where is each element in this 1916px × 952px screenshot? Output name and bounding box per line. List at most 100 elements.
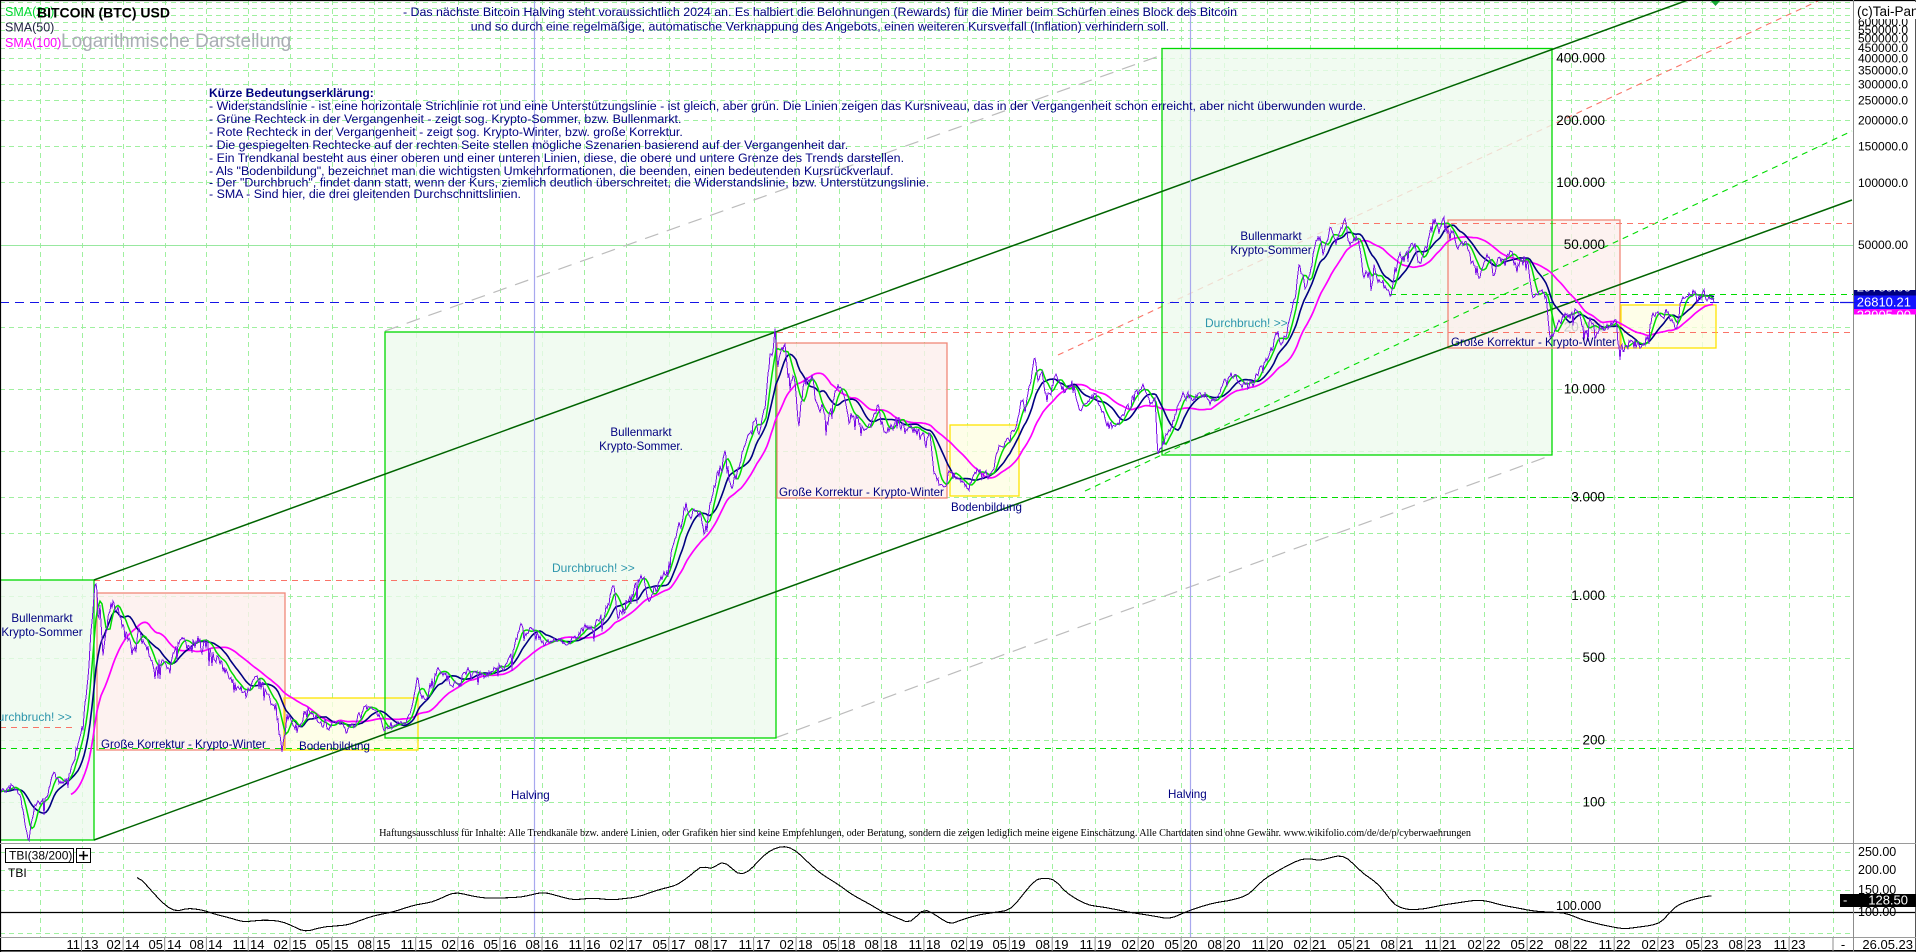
- svg-text:08: 08: [1729, 937, 1743, 952]
- svg-text:Große Korrektur - Krypto-Winte: Große Korrektur - Krypto-Winter: [779, 486, 944, 499]
- svg-text:15: 15: [334, 937, 348, 952]
- svg-text:Bullenmarkt: Bullenmarkt: [11, 612, 73, 625]
- svg-text:16: 16: [460, 937, 474, 952]
- svg-text:Krypto-Sommer.: Krypto-Sommer.: [599, 440, 683, 453]
- svg-text:05: 05: [484, 937, 498, 952]
- svg-text:Durchbruch! >>: Durchbruch! >>: [552, 561, 635, 575]
- svg-text:11: 11: [233, 937, 247, 952]
- svg-text:11: 11: [401, 937, 415, 952]
- svg-text:05: 05: [823, 937, 837, 952]
- svg-text:02: 02: [951, 937, 965, 952]
- svg-text:11: 11: [1425, 937, 1439, 952]
- svg-text:11: 11: [739, 937, 753, 952]
- svg-text:100: 100: [1582, 795, 1605, 810]
- svg-text:05: 05: [1511, 937, 1525, 952]
- svg-text:Kürze Bedeutungserklärung:: Kürze Bedeutungserklärung:: [209, 86, 374, 100]
- svg-text:550000.0: 550000.0: [1858, 23, 1908, 37]
- svg-text:19: 19: [969, 937, 983, 952]
- svg-text:- Das nächste Bitcoin Halving: - Das nächste Bitcoin Halving steht vora…: [403, 5, 1237, 19]
- svg-text:18: 18: [841, 937, 855, 952]
- svg-text:08: 08: [190, 937, 204, 952]
- svg-text:200.000: 200.000: [1556, 113, 1605, 128]
- svg-text:15: 15: [376, 937, 390, 952]
- svg-text:23: 23: [1660, 937, 1674, 952]
- svg-text:300000.0: 300000.0: [1858, 77, 1908, 91]
- svg-text:08: 08: [1208, 937, 1222, 952]
- svg-text:23905.00: 23905.00: [1857, 308, 1911, 323]
- svg-text:250.00: 250.00: [1858, 845, 1896, 859]
- svg-text:Halving: Halving: [511, 789, 550, 802]
- svg-text:Bodenbildung: Bodenbildung: [951, 501, 1022, 514]
- svg-text:20: 20: [1140, 937, 1154, 952]
- svg-text:08: 08: [1555, 937, 1569, 952]
- svg-text:- Der "Durchbruch", findet dan: - Der "Durchbruch", findet dann statt, w…: [209, 176, 929, 190]
- svg-text:21: 21: [1442, 937, 1456, 952]
- svg-text:18: 18: [883, 937, 897, 952]
- svg-text:Bullenmarkt: Bullenmarkt: [610, 426, 672, 439]
- svg-text:Große Korrektur - Krypto-Winte: Große Korrektur - Krypto-Winter: [1451, 336, 1616, 349]
- svg-text:150.00: 150.00: [1858, 883, 1896, 897]
- svg-text:50.000: 50.000: [1564, 237, 1605, 252]
- svg-text:11: 11: [909, 937, 923, 952]
- svg-text:128.50: 128.50: [1868, 893, 1908, 908]
- svg-text:11: 11: [1774, 937, 1788, 952]
- svg-text:23: 23: [1704, 937, 1718, 952]
- svg-text:TBI: TBI: [8, 866, 27, 880]
- svg-text:14: 14: [208, 937, 222, 952]
- svg-text:Halving: Halving: [1168, 788, 1207, 801]
- svg-text:(c)Tai-Pan: (c)Tai-Pan: [1857, 4, 1916, 19]
- svg-text:02: 02: [274, 937, 288, 952]
- svg-text:500: 500: [1582, 650, 1605, 665]
- svg-text:11: 11: [1252, 937, 1266, 952]
- svg-text:26810.21: 26810.21: [1857, 295, 1911, 310]
- svg-text:29780.00: 29780.00: [1857, 280, 1911, 295]
- svg-text:05: 05: [993, 937, 1007, 952]
- svg-text:22: 22: [1616, 937, 1630, 952]
- svg-text:20: 20: [1183, 937, 1197, 952]
- svg-text:Logarithmische Darstellung: Logarithmische Darstellung: [61, 31, 291, 52]
- svg-text:16: 16: [502, 937, 516, 952]
- svg-text:Krypto-Sommer: Krypto-Sommer: [1230, 244, 1311, 257]
- svg-text:100000.0: 100000.0: [1858, 176, 1908, 190]
- svg-text:05: 05: [1338, 937, 1352, 952]
- svg-text:21: 21: [1399, 937, 1413, 952]
- svg-text:200.00: 200.00: [1858, 863, 1896, 877]
- svg-text:08: 08: [1381, 937, 1395, 952]
- svg-text:11: 11: [569, 937, 583, 952]
- svg-text:16: 16: [544, 937, 558, 952]
- svg-text:- Die gespiegelten Rechtecke a: - Die gespiegelten Rechtecke auf der rec…: [209, 138, 848, 152]
- svg-text:02: 02: [780, 937, 794, 952]
- svg-text:17: 17: [628, 937, 642, 952]
- svg-text:02: 02: [107, 937, 121, 952]
- svg-text:SMA(100): SMA(100): [5, 36, 61, 50]
- svg-text:17: 17: [671, 937, 685, 952]
- svg-text:100.00: 100.00: [1858, 905, 1896, 919]
- svg-text:02: 02: [442, 937, 456, 952]
- svg-text:-: -: [1843, 893, 1847, 908]
- svg-text:450000.0: 450000.0: [1858, 41, 1908, 55]
- svg-text:200000.0: 200000.0: [1858, 114, 1908, 128]
- svg-text:17: 17: [756, 937, 770, 952]
- svg-text:- Als "Bodenbildung", bezeichn: - Als "Bodenbildung", bezeichnet man die…: [209, 164, 894, 178]
- svg-text:3.000: 3.000: [1571, 490, 1605, 505]
- svg-text:02: 02: [1642, 937, 1656, 952]
- svg-text:TBI(38/200): TBI(38/200): [9, 849, 72, 863]
- svg-text:19: 19: [1097, 937, 1111, 952]
- svg-text:- Rote Rechteck in der Vergang: - Rote Rechteck in der Vergangenheit - z…: [209, 125, 683, 139]
- svg-text:- SMA - Sind hier, die drei gl: - SMA - Sind hier, die drei gleitenden D…: [209, 187, 521, 201]
- svg-text:Bodenbildung: Bodenbildung: [299, 740, 370, 753]
- svg-text:11: 11: [1080, 937, 1094, 952]
- svg-text:- Widerstandslinie - ist eine: - Widerstandslinie - ist eine horizontal…: [209, 99, 1366, 113]
- svg-text:08: 08: [358, 937, 372, 952]
- svg-text:BITCOIN (BTC) USD: BITCOIN (BTC) USD: [37, 5, 170, 21]
- svg-text:10.000: 10.000: [1564, 382, 1605, 397]
- svg-text:02: 02: [1468, 937, 1482, 952]
- svg-text:05: 05: [1165, 937, 1179, 952]
- svg-text:11: 11: [67, 937, 81, 952]
- svg-text:19: 19: [1011, 937, 1025, 952]
- svg-text:18: 18: [926, 937, 940, 952]
- svg-text:22: 22: [1486, 937, 1500, 952]
- svg-text:22: 22: [1529, 937, 1543, 952]
- svg-text:100.000: 100.000: [1556, 899, 1601, 913]
- svg-text:19: 19: [1054, 937, 1068, 952]
